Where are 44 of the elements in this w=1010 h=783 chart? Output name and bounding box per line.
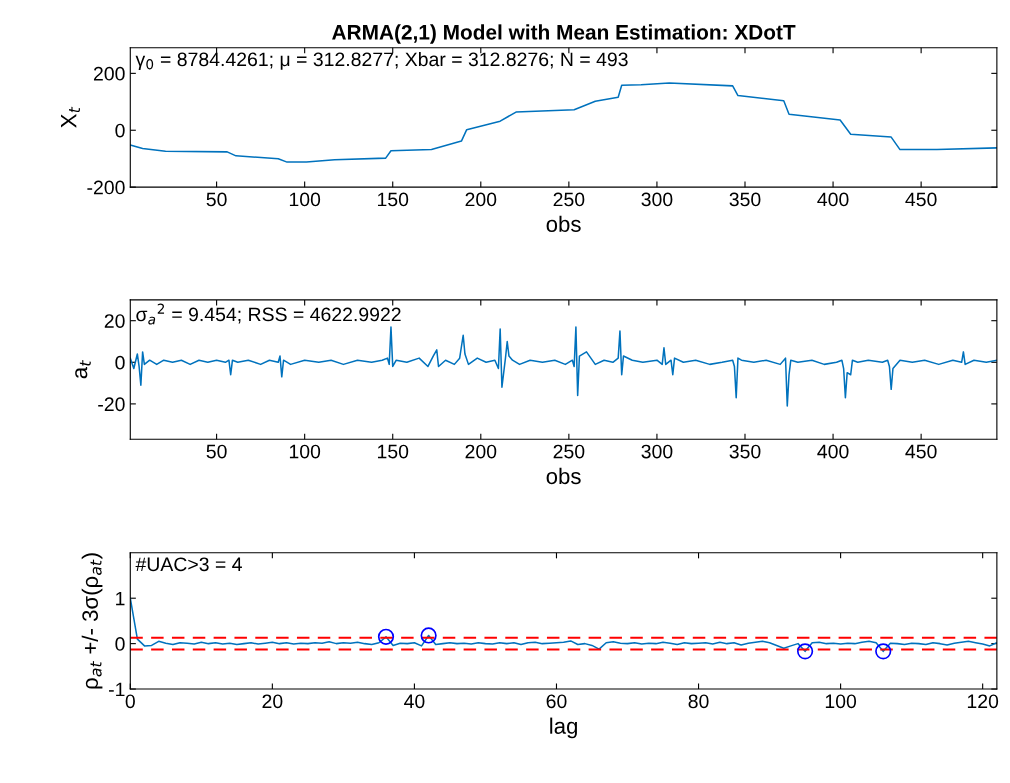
- y-tick-label: 1: [116, 591, 125, 606]
- x-tick-label: 100: [825, 694, 857, 709]
- x-tick-label: 120: [967, 694, 999, 709]
- x-tick-label: 300: [641, 192, 673, 207]
- x-tick-label: 50: [206, 444, 227, 459]
- x-tick-label: 350: [729, 192, 761, 207]
- y-tick-label: 20: [104, 314, 125, 328]
- x-tick-label: 60: [546, 694, 567, 709]
- x-tick-label: 400: [817, 192, 849, 207]
- x-tick-label: 50: [206, 192, 227, 207]
- y-tick-label: -1: [109, 682, 125, 697]
- y-tick-label: 0: [115, 637, 125, 651]
- x-axis-title: lag: [550, 717, 577, 739]
- annotation: σ$_{a}$$^{2}$ = 9.454; RSS = 4622.9922: [136, 303, 401, 325]
- y-tick-label: 0: [115, 355, 125, 370]
- x-tick-label: 200: [465, 444, 497, 459]
- annotation: #UAC>3 = 4: [135, 557, 242, 572]
- x-tick-label: 80: [688, 694, 709, 709]
- y-axis-title: ρ$_{at}$ +/- 3σ(ρ$_{at}$): [81, 553, 103, 689]
- y-axis-title: X$_{t}$: [61, 106, 80, 128]
- y-tick-label: 0: [115, 123, 125, 138]
- x-tick-label: 20: [262, 694, 283, 709]
- x-tick-label: 350: [729, 444, 761, 459]
- y-axis-title: a$_{t}$: [75, 360, 91, 379]
- x-tick-label: 100: [289, 192, 321, 207]
- x-tick-label: 300: [641, 444, 673, 459]
- x-tick-label: 400: [817, 444, 849, 459]
- x-axis-title: obs: [546, 215, 581, 232]
- x-tick-label: 150: [377, 444, 409, 459]
- x-tick-label: 40: [404, 694, 425, 709]
- x-tick-label: 450: [905, 192, 937, 207]
- chart-title: ARMA(2,1) Model with Mean Estimation: XDotT: [332, 24, 796, 44]
- y-tick-label: 200: [93, 66, 125, 81]
- x-tick-label: 250: [553, 192, 585, 207]
- x-axis-title: obs: [546, 467, 581, 485]
- x-tick-label: 200: [465, 192, 497, 207]
- x-tick-label: 150: [377, 192, 409, 207]
- x-tick-label: 0: [125, 694, 135, 709]
- x-tick-label: 450: [905, 444, 937, 459]
- x-tick-label: 250: [553, 444, 585, 459]
- annotation: γ$_{0}$ = 8784.4261; μ = 312.8277; Xbar = 312.8276; N = 493: [135, 51, 628, 71]
- y-tick-label: -200: [87, 180, 125, 195]
- x-tick-label: 100: [289, 444, 321, 459]
- y-tick-label: -20: [98, 397, 125, 412]
